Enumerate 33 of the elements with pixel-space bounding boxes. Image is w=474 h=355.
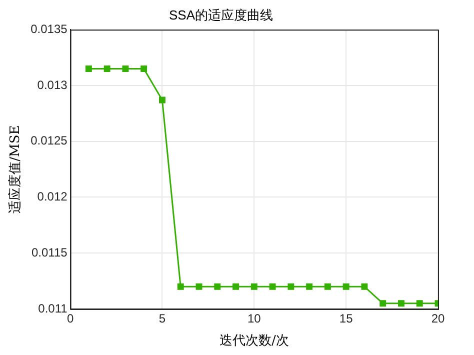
point xyxy=(104,65,110,72)
point xyxy=(398,300,404,307)
point xyxy=(269,283,276,290)
point xyxy=(324,283,331,290)
point xyxy=(232,283,239,290)
y-tick-label: 0.0125 xyxy=(30,134,68,148)
x-tick-label: 10 xyxy=(247,312,262,326)
x-tick-label: 5 xyxy=(158,312,166,326)
y-tick-label: 0.011 xyxy=(38,301,68,316)
y-tick-label: 0.0135 xyxy=(30,22,68,36)
y-axis-title: 适应度值/MSE xyxy=(7,125,24,214)
y-tick-label: 0.013 xyxy=(37,78,68,92)
y-tick-label: 0.0115 xyxy=(31,245,68,260)
point xyxy=(250,283,258,290)
x-tick-label: 0 xyxy=(66,312,74,326)
y-tick-label: 0.012 xyxy=(37,190,68,204)
x-axis-title: 迭代次数/次 xyxy=(219,334,289,349)
point xyxy=(140,65,148,72)
point xyxy=(159,96,166,104)
point xyxy=(122,65,129,72)
point xyxy=(380,300,386,307)
chart-title: SSA的适应度曲线 xyxy=(168,7,274,22)
x-tick-label: 20 xyxy=(431,312,445,326)
point xyxy=(214,283,221,290)
point xyxy=(361,283,368,290)
point xyxy=(416,300,423,307)
point xyxy=(177,283,184,290)
point xyxy=(306,283,313,290)
point xyxy=(196,283,202,290)
point xyxy=(342,283,350,290)
point xyxy=(288,283,294,290)
x-tick-label: 15 xyxy=(339,312,354,326)
point xyxy=(85,65,92,72)
